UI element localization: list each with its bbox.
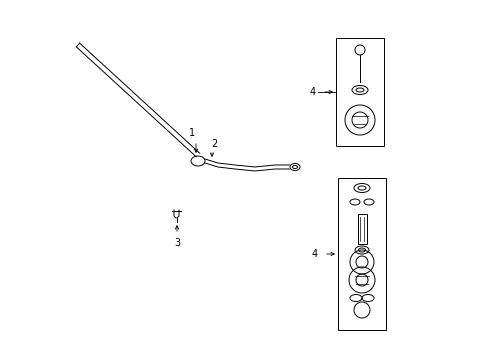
Bar: [337, 178, 385, 330]
Bar: [335, 38, 383, 146]
Text: 2: 2: [210, 139, 217, 149]
Text: 4: 4: [309, 87, 315, 97]
Text: 1: 1: [188, 128, 195, 138]
Bar: [357, 214, 366, 244]
Text: 4: 4: [311, 249, 317, 259]
Text: 3: 3: [174, 238, 180, 248]
